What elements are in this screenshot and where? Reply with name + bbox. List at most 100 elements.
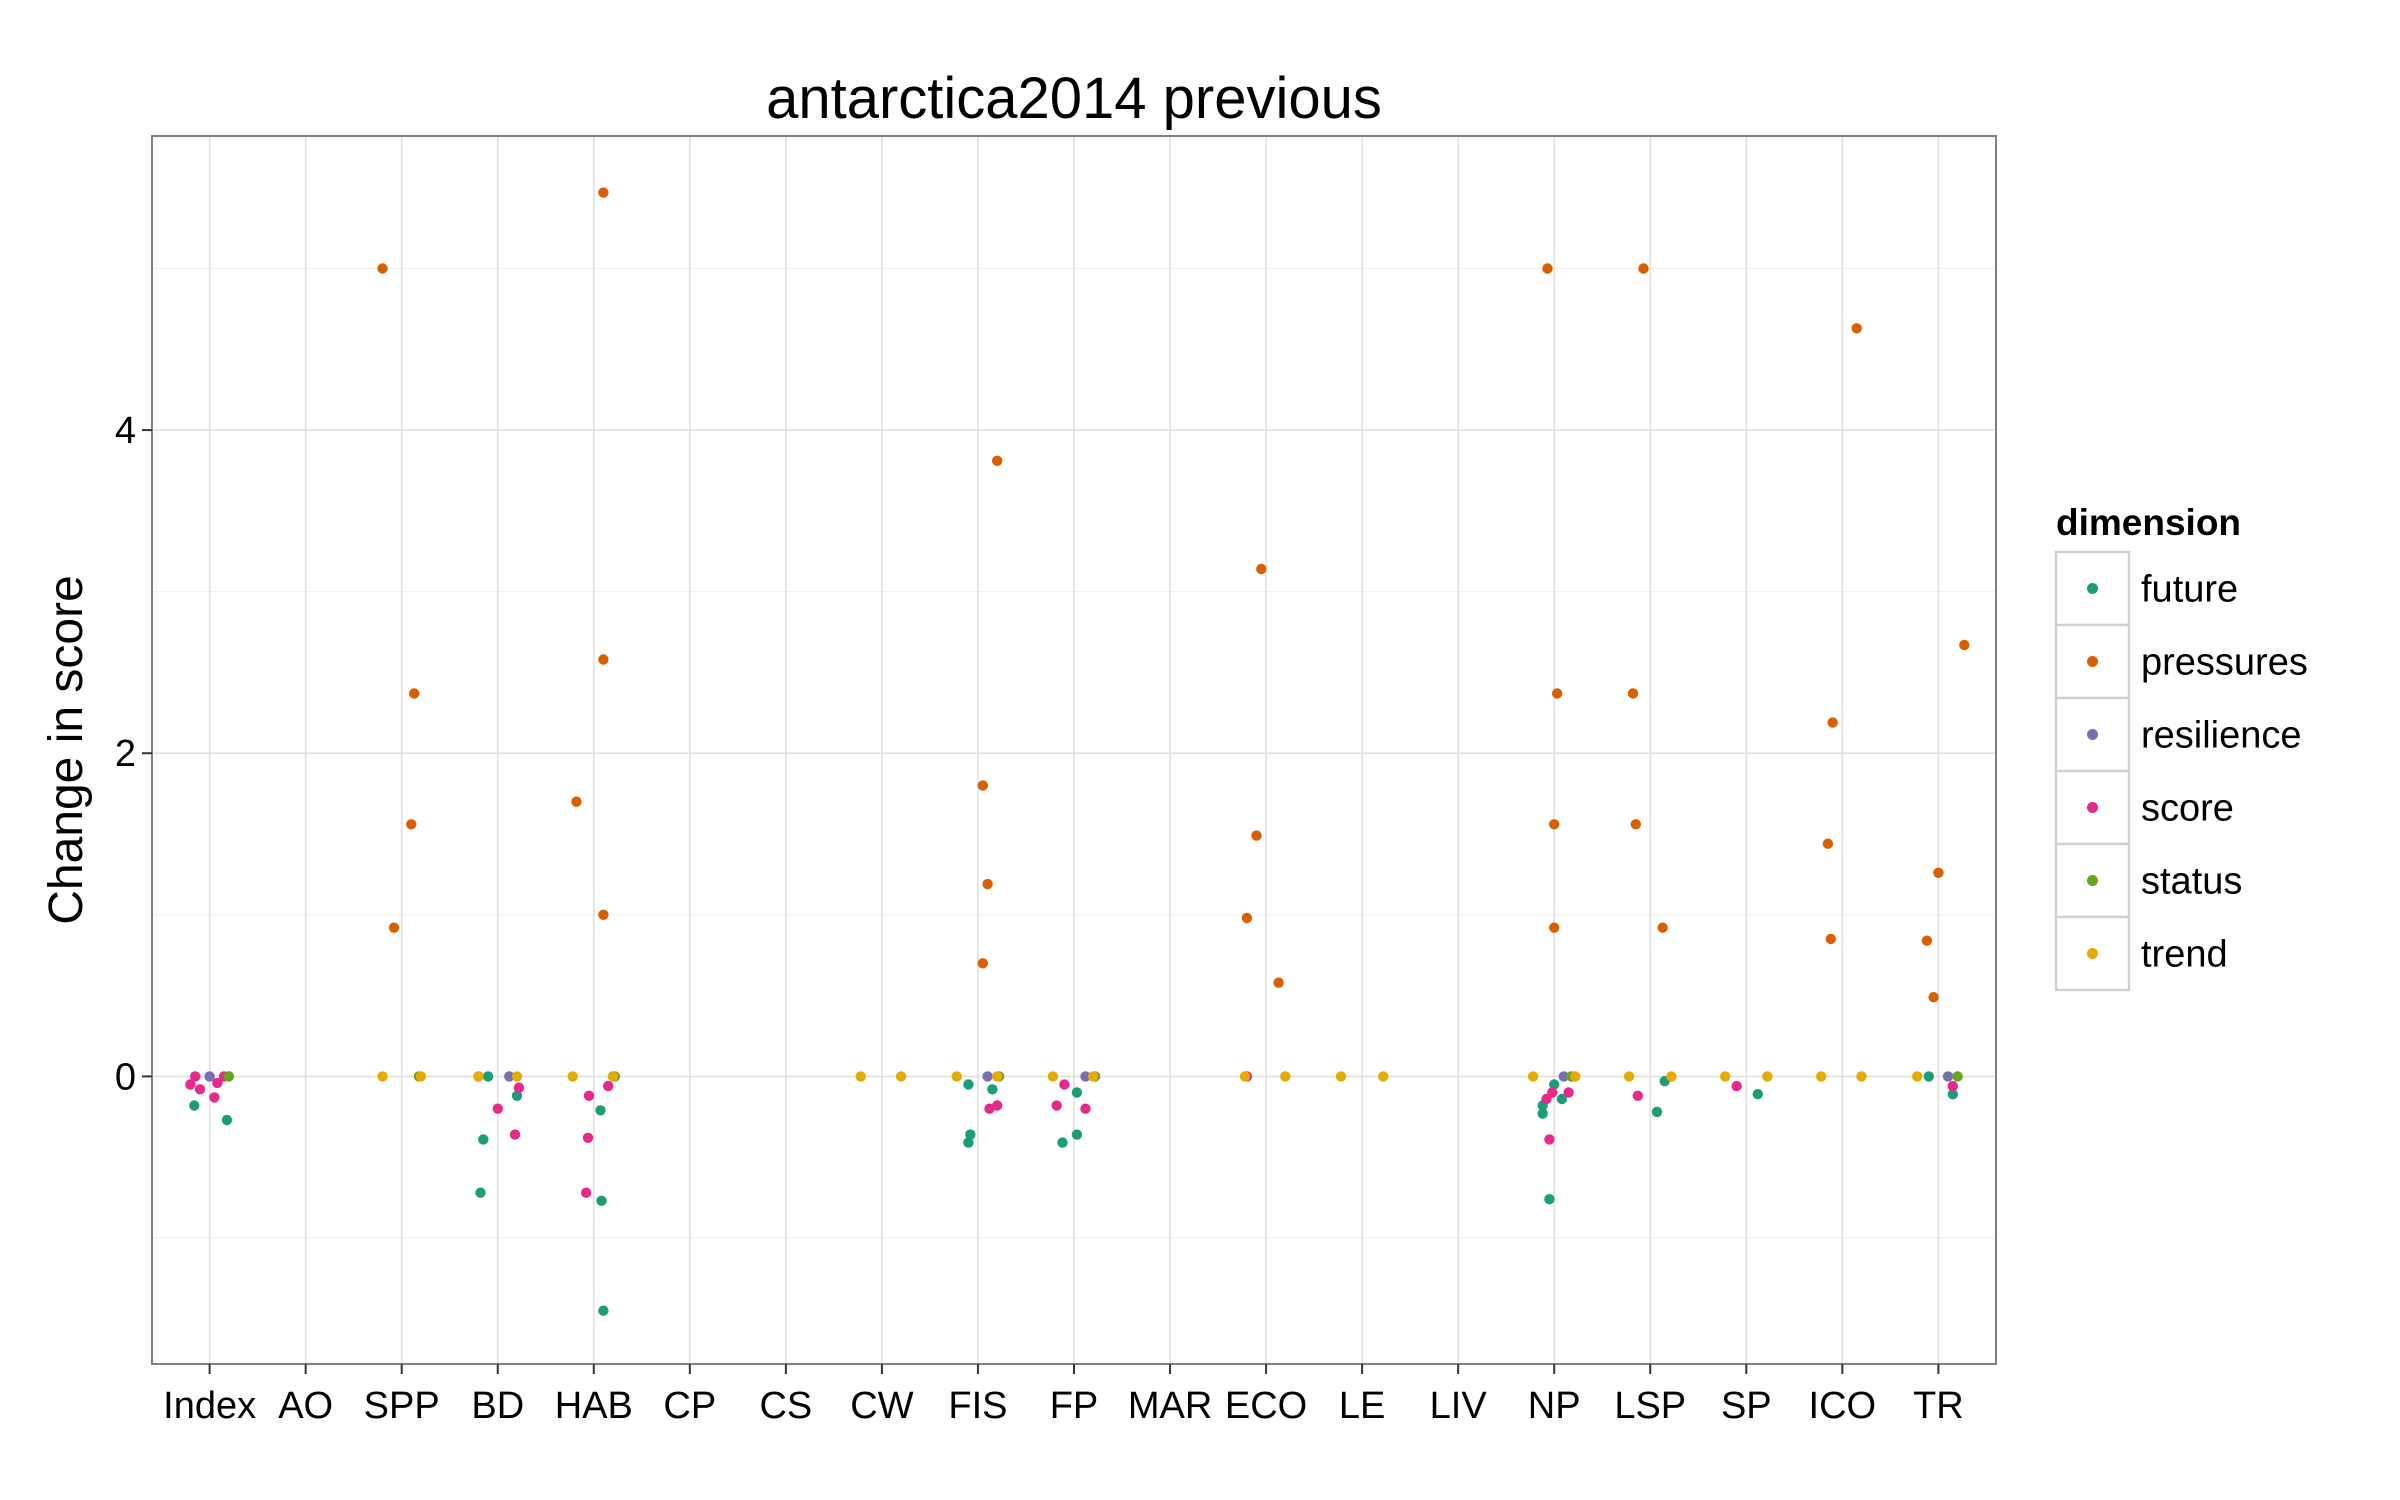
point-score bbox=[1059, 1079, 1070, 1090]
point-pressures bbox=[977, 780, 988, 791]
point-resilience bbox=[504, 1071, 515, 1082]
point-future bbox=[189, 1100, 200, 1111]
y-tick-label: 2 bbox=[115, 733, 136, 775]
point-future bbox=[1556, 1093, 1568, 1105]
point-pressures bbox=[1638, 263, 1649, 274]
point-pressures bbox=[982, 878, 993, 890]
point-resilience bbox=[982, 1071, 993, 1082]
point-pressures bbox=[977, 958, 988, 969]
x-tick-label: CW bbox=[850, 1385, 913, 1427]
point-trend bbox=[1666, 1071, 1677, 1082]
x-tick-label: LE bbox=[1339, 1385, 1385, 1427]
point-pressures bbox=[1549, 922, 1560, 933]
point-future bbox=[482, 1071, 494, 1082]
x-tick-label: Index bbox=[163, 1385, 256, 1427]
x-axis: Index AO SPP BD HAB CP CS CW FIS FP MAR ECO LE LIV NP L… bbox=[163, 1364, 1964, 1427]
legend-key-future bbox=[2087, 583, 2098, 594]
point-trend bbox=[473, 1071, 484, 1082]
point-future bbox=[1651, 1106, 1663, 1118]
grid-lines bbox=[152, 136, 1996, 1364]
point-future bbox=[1752, 1089, 1764, 1100]
point-future bbox=[965, 1129, 976, 1140]
point-future bbox=[1947, 1089, 1959, 1100]
point-pressures bbox=[571, 796, 582, 807]
legend-label-trend: trend bbox=[2141, 934, 2228, 976]
point-future bbox=[1071, 1129, 1083, 1140]
point-trend bbox=[1378, 1071, 1389, 1082]
point-future bbox=[1057, 1137, 1068, 1148]
point-future bbox=[987, 1084, 998, 1095]
legend-label-pressures: pressures bbox=[2141, 642, 2308, 684]
legend-label-resilience: resilience bbox=[2141, 715, 2302, 757]
x-tick-label: ECO bbox=[1225, 1385, 1307, 1427]
point-trend bbox=[1816, 1071, 1827, 1082]
point-trend bbox=[1720, 1071, 1731, 1082]
legend-key-pressures bbox=[2087, 656, 2098, 667]
point-pressures bbox=[1933, 867, 1944, 878]
x-tick-label: MAR bbox=[1128, 1385, 1212, 1427]
point-future bbox=[221, 1114, 233, 1126]
point-future bbox=[1071, 1087, 1083, 1098]
point-future bbox=[1549, 1079, 1560, 1090]
point-score bbox=[603, 1080, 614, 1092]
point-trend bbox=[951, 1071, 962, 1082]
x-tick-label: FIS bbox=[948, 1385, 1007, 1427]
point-score bbox=[513, 1082, 525, 1093]
point-pressures bbox=[598, 654, 609, 665]
legend-key-status bbox=[2087, 875, 2098, 886]
point-trend bbox=[1762, 1071, 1773, 1082]
point-resilience bbox=[204, 1071, 215, 1082]
point-future bbox=[595, 1105, 606, 1116]
point-pressures bbox=[598, 187, 609, 198]
point-future bbox=[963, 1137, 974, 1148]
point-score bbox=[1051, 1100, 1062, 1111]
point-resilience bbox=[1558, 1071, 1570, 1082]
x-tick-label: CS bbox=[759, 1385, 812, 1427]
x-tick-label: LSP bbox=[1614, 1385, 1686, 1427]
point-score bbox=[1563, 1087, 1574, 1098]
point-score bbox=[1080, 1103, 1091, 1114]
point-trend bbox=[1088, 1071, 1099, 1082]
x-tick-label: LIV bbox=[1430, 1385, 1488, 1427]
point-trend bbox=[415, 1071, 427, 1082]
point-future bbox=[598, 1305, 609, 1316]
x-tick-label: FP bbox=[1050, 1385, 1099, 1427]
point-score bbox=[580, 1187, 592, 1198]
point-score bbox=[1547, 1087, 1558, 1098]
point-score bbox=[212, 1077, 223, 1089]
x-tick-label: ICO bbox=[1809, 1385, 1877, 1427]
point-score bbox=[492, 1103, 503, 1114]
point-trend bbox=[1239, 1071, 1251, 1082]
point-future bbox=[963, 1079, 974, 1090]
x-tick-label: HAB bbox=[555, 1385, 633, 1427]
point-trend bbox=[1047, 1071, 1059, 1082]
point-trend bbox=[567, 1071, 578, 1082]
point-pressures bbox=[1551, 688, 1563, 699]
point-score bbox=[209, 1092, 220, 1103]
point-status bbox=[1952, 1071, 1963, 1082]
point-score bbox=[1947, 1080, 1959, 1092]
y-axis: 0 2 4 bbox=[115, 410, 152, 1098]
point-score bbox=[509, 1129, 521, 1140]
point-score bbox=[992, 1100, 1003, 1111]
point-score bbox=[190, 1071, 201, 1082]
point-trend bbox=[895, 1071, 907, 1082]
point-future bbox=[596, 1195, 607, 1207]
point-pressures bbox=[1822, 838, 1834, 849]
point-pressures bbox=[1827, 717, 1838, 728]
point-trend bbox=[1856, 1071, 1867, 1082]
point-pressures bbox=[1825, 933, 1837, 945]
point-resilience bbox=[1080, 1071, 1091, 1082]
point-pressures bbox=[1241, 912, 1253, 924]
point-trend bbox=[1335, 1071, 1347, 1082]
point-pressures bbox=[1921, 935, 1933, 946]
point-score bbox=[583, 1090, 595, 1102]
x-tick-label: AO bbox=[278, 1385, 333, 1427]
point-trend bbox=[1570, 1071, 1581, 1082]
point-status bbox=[223, 1071, 234, 1082]
point-trend bbox=[1280, 1071, 1291, 1082]
point-trend bbox=[992, 1071, 1003, 1082]
point-future bbox=[1544, 1194, 1555, 1205]
point-trend bbox=[855, 1071, 866, 1082]
point-score bbox=[1731, 1080, 1742, 1092]
